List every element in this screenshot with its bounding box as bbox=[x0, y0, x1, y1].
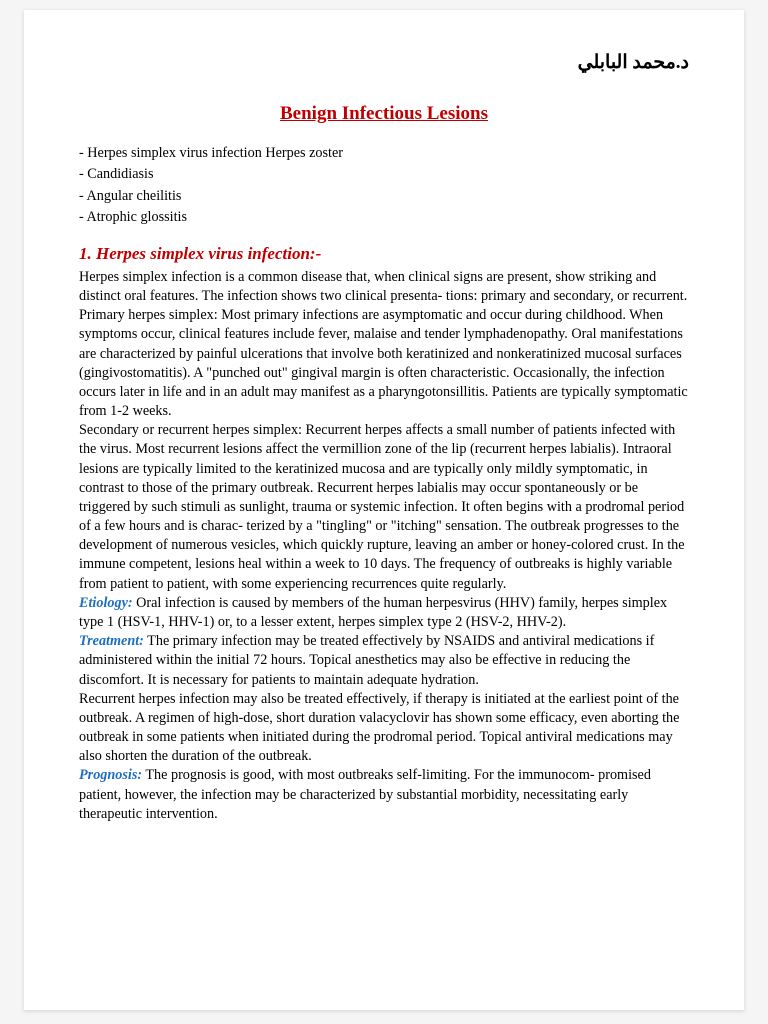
treatment-text: The primary infection may be treated eff… bbox=[79, 633, 654, 687]
etiology-text: Oral infection is caused by members of t… bbox=[79, 595, 667, 630]
paragraph: Secondary or recurrent herpes simplex: R… bbox=[79, 421, 689, 594]
section-heading: 1. Herpes simplex virus infection:- bbox=[79, 243, 689, 266]
list-item: - Atrophic glossitis bbox=[79, 208, 689, 227]
etiology-label: Etiology: bbox=[79, 595, 133, 611]
paragraph: Herpes simplex infection is a common dis… bbox=[79, 268, 689, 421]
prognosis-label: Prognosis: bbox=[79, 767, 142, 783]
prognosis-text: The prognosis is good, with most outbrea… bbox=[79, 767, 651, 821]
list-item: - Candidiasis bbox=[79, 165, 689, 184]
treatment-block: Treatment: The primary infection may be … bbox=[79, 632, 689, 690]
document-page: د.محمد البابلي Benign Infectious Lesions… bbox=[24, 10, 744, 1010]
document-title: Benign Infectious Lesions bbox=[79, 101, 689, 127]
list-item: - Angular cheilitis bbox=[79, 187, 689, 206]
intro-list: - Herpes simplex virus infection Herpes … bbox=[79, 144, 689, 227]
treatment-label: Treatment: bbox=[79, 633, 144, 649]
prognosis-block: Prognosis: The prognosis is good, with m… bbox=[79, 766, 689, 824]
paragraph: Recurrent herpes infection may also be t… bbox=[79, 690, 689, 767]
list-item: - Herpes simplex virus infection Herpes … bbox=[79, 144, 689, 163]
etiology-block: Etiology: Oral infection is caused by me… bbox=[79, 594, 689, 632]
author-name: د.محمد البابلي bbox=[79, 50, 689, 76]
